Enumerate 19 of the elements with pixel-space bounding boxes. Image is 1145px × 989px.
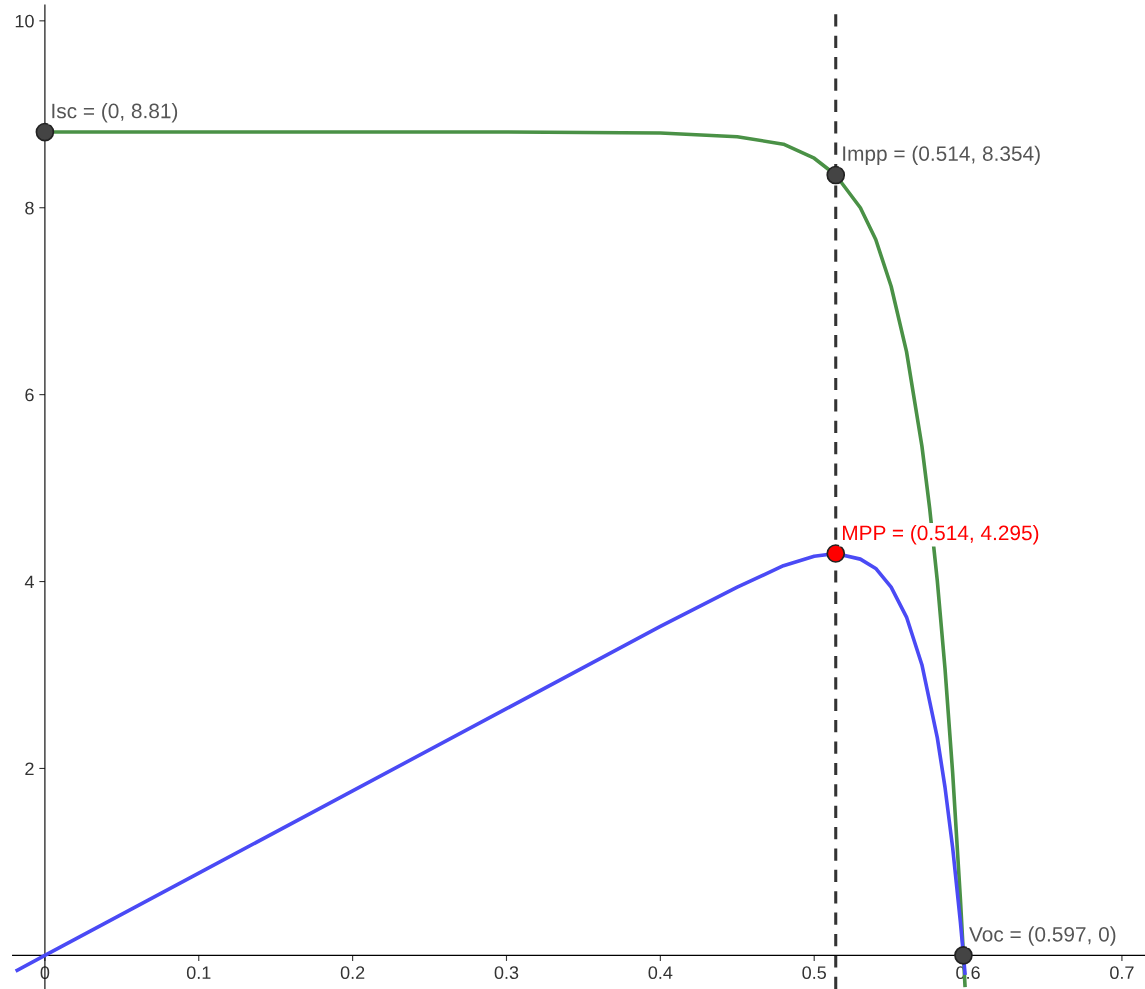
point — [954, 946, 973, 965]
point — [826, 544, 846, 563]
y-tick-label: 8 — [25, 201, 34, 215]
x-tick-label: 0.7 — [1110, 966, 1134, 980]
annotation: MPP = (0.514, 4.295) — [843, 524, 1039, 545]
annotation: Voc = (0.597, 0) — [969, 926, 1116, 946]
x-tick-label: 0.4 — [648, 966, 673, 980]
y-tick-label: 2 — [25, 762, 34, 775]
point — [826, 165, 846, 185]
x-tick-label: 0.5 — [802, 966, 826, 980]
x-tick-label: 0.3 — [494, 966, 519, 980]
y-tick-label: 6 — [25, 388, 34, 402]
x-tick-label: 0.1 — [186, 966, 211, 980]
annotation: Impp = (0.514, 8.354) — [843, 145, 1040, 166]
y-tick-label: 4 — [24, 575, 34, 589]
annotation: Isc = (0, 8.81) — [52, 103, 178, 123]
point — [35, 122, 55, 142]
x-tick-label: 0.2 — [340, 966, 365, 980]
y-tick-label: 10 — [15, 14, 34, 28]
